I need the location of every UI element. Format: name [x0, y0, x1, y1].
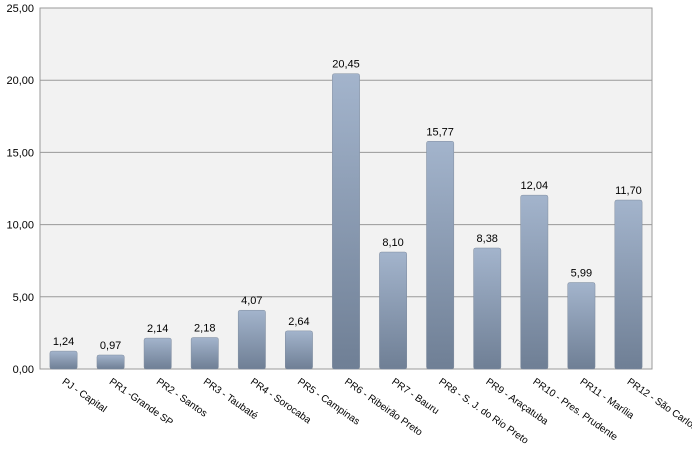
bar [332, 73, 360, 370]
x-tick-label: PR6 - Ribeirão Preto [342, 376, 424, 438]
value-label: 8,10 [382, 237, 403, 249]
y-tick-label: 0,00 [13, 364, 34, 376]
y-tick-label: 10,00 [6, 220, 34, 232]
bar [237, 309, 266, 370]
value-label: 12,04 [521, 180, 549, 192]
y-tick-label: 25,00 [6, 3, 34, 15]
value-label: 15,77 [426, 126, 454, 138]
x-tick-label: PR10 - Pres. Prudente [531, 376, 620, 443]
x-tick-label: PJ - Capital [60, 376, 109, 415]
bar [473, 247, 502, 370]
x-tick-label: PR8 - S. J. do Rio Preto [436, 376, 530, 446]
value-label: 5,99 [571, 268, 592, 280]
bar [520, 194, 549, 370]
bar [285, 330, 313, 370]
bar [49, 350, 78, 370]
value-label: 20,45 [332, 59, 360, 71]
value-label: 0,97 [100, 340, 121, 352]
bar [96, 354, 125, 370]
value-label: 1,24 [53, 336, 74, 348]
value-label: 4,07 [241, 295, 262, 307]
y-tick-label: 5,00 [13, 292, 34, 304]
y-tick-label: 20,00 [6, 75, 34, 87]
bar [426, 141, 455, 370]
bar [143, 337, 172, 370]
x-tick-label: PR12 - São Carlos [625, 376, 692, 433]
bar [379, 251, 407, 370]
bar [190, 337, 219, 370]
value-label: 2,64 [288, 316, 309, 328]
bar [614, 199, 643, 370]
value-label: 2,14 [147, 323, 168, 335]
value-label: 8,38 [477, 233, 498, 245]
value-label: 11,70 [615, 185, 642, 197]
y-tick-label: 15,00 [6, 147, 34, 159]
bar [567, 282, 596, 370]
value-label: 2,18 [194, 323, 215, 335]
